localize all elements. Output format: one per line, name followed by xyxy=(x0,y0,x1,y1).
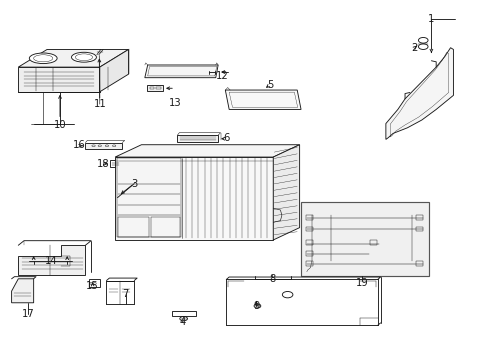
Text: 12: 12 xyxy=(215,71,228,81)
Bar xyxy=(156,87,161,89)
Text: 10: 10 xyxy=(54,120,66,130)
Polygon shape xyxy=(385,48,452,139)
Text: 6: 6 xyxy=(223,133,229,143)
Text: 14: 14 xyxy=(45,256,58,266)
Text: 1: 1 xyxy=(427,14,434,24)
Bar xyxy=(305,261,312,266)
Polygon shape xyxy=(115,157,273,240)
Polygon shape xyxy=(85,143,122,149)
Text: 16: 16 xyxy=(73,140,85,150)
Text: 8: 8 xyxy=(268,274,275,284)
Bar xyxy=(149,87,154,89)
Polygon shape xyxy=(273,145,299,240)
Bar xyxy=(305,240,312,245)
Bar xyxy=(415,215,423,220)
Bar xyxy=(415,226,423,231)
Bar xyxy=(301,202,428,276)
Bar xyxy=(305,215,312,220)
Text: 9: 9 xyxy=(253,301,259,311)
Text: 13: 13 xyxy=(168,98,181,108)
Text: 5: 5 xyxy=(266,80,272,90)
Text: 18: 18 xyxy=(97,159,109,169)
Text: 19: 19 xyxy=(355,278,367,288)
Text: 3: 3 xyxy=(131,179,137,189)
Polygon shape xyxy=(12,279,34,303)
Ellipse shape xyxy=(71,52,96,62)
Text: 7: 7 xyxy=(122,289,128,298)
Bar xyxy=(369,240,376,245)
Polygon shape xyxy=(225,90,301,109)
Bar xyxy=(415,261,423,266)
Text: 4: 4 xyxy=(179,317,185,327)
Bar xyxy=(305,226,312,231)
Polygon shape xyxy=(89,279,100,287)
Polygon shape xyxy=(144,65,218,78)
Polygon shape xyxy=(110,160,121,167)
Text: 2: 2 xyxy=(410,43,417,53)
Text: 17: 17 xyxy=(21,309,34,319)
Polygon shape xyxy=(18,245,85,275)
Polygon shape xyxy=(100,49,128,92)
Polygon shape xyxy=(116,158,181,237)
Ellipse shape xyxy=(29,53,57,64)
Text: 11: 11 xyxy=(93,99,106,109)
Polygon shape xyxy=(18,49,128,67)
Polygon shape xyxy=(18,67,100,92)
Polygon shape xyxy=(177,135,218,142)
Polygon shape xyxy=(115,145,299,157)
Polygon shape xyxy=(171,311,195,316)
Text: 15: 15 xyxy=(86,281,99,291)
Bar xyxy=(305,251,312,256)
Polygon shape xyxy=(147,85,163,91)
